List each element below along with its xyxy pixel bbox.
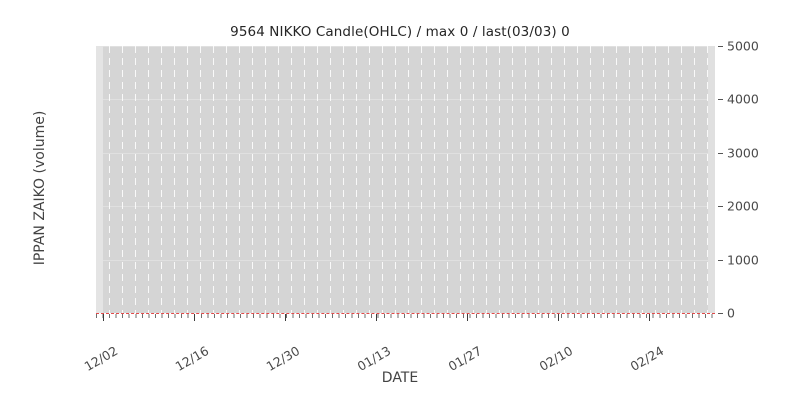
ytick-label-5000: 5000 — [727, 38, 759, 54]
gridline-5000 — [96, 46, 715, 47]
ytick-mark-3000 — [718, 152, 723, 154]
gridline-1000 — [96, 259, 715, 261]
xtick-mark-02-10 — [558, 314, 560, 321]
ytick-label-4000: 4000 — [727, 91, 759, 107]
ytick-label-1000: 1000 — [727, 252, 759, 268]
series-line-ippan-zaiko — [96, 313, 715, 314]
xtick-mark-12-02 — [103, 314, 105, 321]
y-axis-label: IPPAN ZAIKO (volume) — [32, 110, 48, 266]
x-axis-label: DATE — [381, 370, 419, 386]
ytick-label-2000: 2000 — [727, 198, 759, 214]
plot-area[interactable] — [96, 46, 715, 313]
ytick-label-0: 0 — [727, 305, 735, 321]
ytick-mark-1000 — [718, 259, 723, 261]
ytick-mark-2000 — [718, 206, 723, 208]
gridline-3000 — [96, 152, 715, 154]
ytick-mark-0 — [718, 313, 723, 314]
gridline-4000 — [96, 99, 715, 101]
plot-left-margin-band — [96, 46, 103, 313]
chart-title: 9564 NIKKO Candle(OHLC) / max 0 / last(0… — [230, 24, 570, 40]
xtick-mark-01-27 — [467, 314, 469, 321]
xtick-mark-01-13 — [376, 314, 378, 321]
xtick-mark-02-24 — [649, 314, 651, 321]
ytick-label-3000: 3000 — [727, 145, 759, 161]
ytick-mark-5000 — [718, 46, 723, 47]
gridline-2000 — [96, 206, 715, 208]
ytick-mark-4000 — [718, 99, 723, 101]
xtick-mark-12-16 — [194, 314, 196, 321]
xtick-mark-12-30 — [285, 314, 287, 321]
plot-right-margin-band — [708, 46, 715, 313]
xaxis-minor-ticks — [96, 314, 715, 318]
vertical-gridlines — [96, 46, 715, 313]
